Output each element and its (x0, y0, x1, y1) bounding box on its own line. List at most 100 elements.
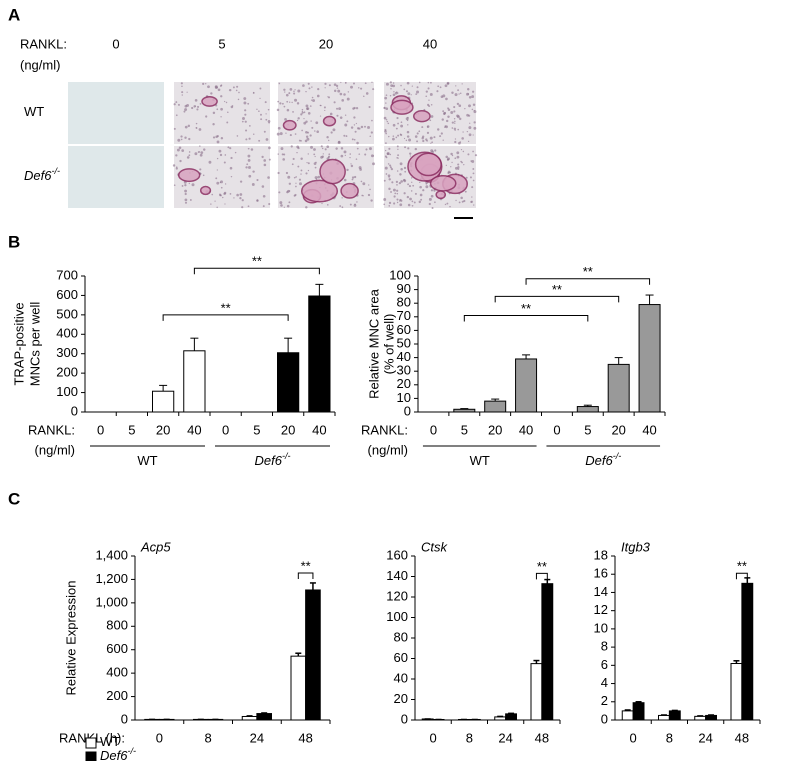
cell (471, 186, 474, 189)
y-tick-label: 20 (397, 376, 411, 391)
micrograph (172, 145, 271, 209)
cell (175, 166, 178, 168)
cell (328, 156, 330, 158)
cell (338, 107, 342, 111)
significance-label: ** (521, 301, 531, 316)
cell (330, 131, 333, 134)
cell (283, 206, 285, 208)
cell (430, 189, 434, 192)
cell (310, 120, 312, 122)
cell (236, 85, 239, 88)
x-tick-label: 0 (630, 730, 637, 745)
cell (431, 206, 434, 209)
cell (300, 113, 303, 116)
group-label-text: WT (137, 453, 157, 468)
cell (234, 151, 237, 154)
significance-label: ** (583, 264, 593, 279)
cell (356, 141, 359, 145)
cell (344, 82, 347, 84)
x-tick-label: 8 (466, 730, 473, 745)
cell (344, 123, 348, 127)
cell (433, 136, 436, 139)
group-label: Def6-/- (585, 451, 621, 468)
bar (668, 710, 681, 721)
cell (425, 90, 428, 93)
cell (420, 198, 423, 201)
cell (294, 133, 297, 135)
osteoclast (322, 115, 337, 127)
cell (388, 147, 391, 150)
micrograph-bg (278, 82, 374, 144)
cell (247, 147, 250, 150)
x-tick-label: 8 (205, 730, 212, 745)
cell (440, 132, 443, 135)
cell (385, 107, 389, 111)
cell (414, 192, 417, 195)
cell (399, 162, 403, 166)
cell (306, 161, 308, 164)
cell (367, 126, 370, 129)
cell (453, 127, 457, 131)
cell (400, 167, 403, 171)
cell (245, 166, 248, 169)
cell (210, 92, 213, 95)
cell (324, 148, 327, 151)
cell (292, 111, 294, 113)
cell (349, 153, 352, 155)
significance-label: ** (252, 254, 262, 269)
cell (305, 90, 307, 93)
cell (426, 131, 430, 134)
cell (290, 145, 293, 148)
cell (268, 158, 271, 161)
cell (289, 134, 292, 137)
cell (461, 83, 463, 85)
cell (214, 85, 218, 89)
cell (277, 126, 281, 130)
cell (388, 135, 390, 138)
cell (456, 102, 460, 106)
bar (152, 390, 175, 413)
cell (386, 152, 390, 155)
cell (219, 181, 222, 184)
bar (658, 714, 670, 721)
cell (220, 186, 223, 189)
cell (223, 161, 226, 164)
cell (454, 166, 458, 170)
cell (243, 97, 247, 100)
cell (471, 95, 475, 99)
group-label: WT (137, 453, 157, 468)
cell (289, 88, 293, 91)
cell (451, 127, 454, 129)
dose-label: 20 (319, 36, 333, 51)
cell (244, 109, 247, 112)
cell (303, 118, 305, 120)
significance-label: ** (552, 282, 562, 297)
cell (211, 193, 214, 196)
cell (353, 116, 356, 119)
cell (426, 125, 430, 128)
bar (505, 713, 517, 721)
cell (389, 153, 392, 156)
cell (189, 199, 192, 201)
cell (230, 175, 233, 178)
micrograph (277, 145, 375, 209)
y-tick-label: 700 (56, 267, 78, 282)
cell (267, 176, 270, 179)
cell (231, 105, 234, 107)
panel-label: C (8, 489, 20, 508)
bar (290, 655, 307, 721)
y-tick-label: 100 (389, 267, 411, 282)
cell (319, 104, 322, 107)
cell (175, 167, 178, 170)
cell (225, 101, 228, 104)
cell (370, 131, 373, 134)
cell (392, 82, 395, 84)
cell (308, 87, 311, 90)
cell (463, 199, 466, 203)
cell (416, 140, 419, 143)
cell (298, 178, 302, 181)
y-tick-label: 40 (397, 349, 411, 364)
cell (407, 92, 411, 96)
cell (181, 94, 183, 96)
cell (412, 184, 415, 187)
